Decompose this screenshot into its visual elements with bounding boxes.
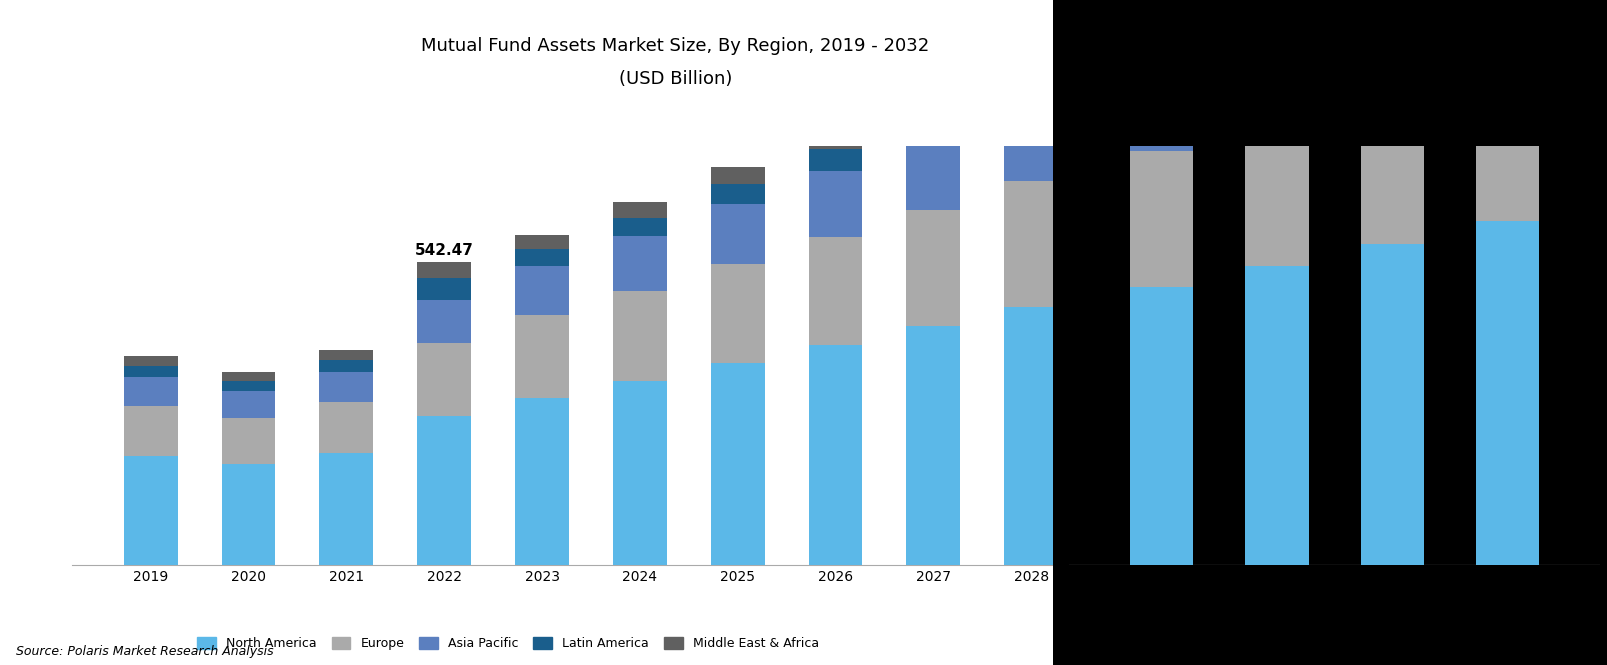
Bar bbox=[416, 262, 471, 279]
Text: Source: Polaris Market Research Analysis: Source: Polaris Market Research Analysis bbox=[16, 645, 273, 658]
Bar bbox=[612, 236, 667, 291]
Bar bbox=[416, 416, 471, 565]
Bar bbox=[1130, 38, 1192, 66]
Bar bbox=[906, 209, 959, 327]
Bar bbox=[906, 327, 959, 565]
Bar bbox=[808, 345, 861, 565]
Bar bbox=[124, 356, 177, 366]
Bar bbox=[320, 360, 373, 372]
Bar bbox=[1004, 77, 1057, 103]
Bar bbox=[1360, 0, 1424, 86]
Bar bbox=[710, 265, 765, 363]
Bar bbox=[222, 380, 275, 390]
Bar bbox=[1004, 103, 1057, 182]
Bar bbox=[514, 398, 569, 565]
Bar bbox=[612, 381, 667, 565]
Bar bbox=[514, 266, 569, 315]
Bar bbox=[612, 291, 667, 381]
Bar bbox=[416, 300, 471, 343]
Bar bbox=[710, 363, 765, 565]
Bar bbox=[808, 130, 861, 150]
Bar bbox=[1244, 0, 1308, 28]
Bar bbox=[416, 279, 471, 300]
Bar bbox=[320, 350, 373, 360]
Bar bbox=[1130, 66, 1192, 151]
Bar bbox=[124, 377, 177, 406]
Bar bbox=[906, 93, 959, 114]
Bar bbox=[612, 202, 667, 217]
Bar bbox=[514, 249, 569, 266]
Bar bbox=[1004, 55, 1057, 77]
Bar bbox=[320, 452, 373, 565]
Bar bbox=[514, 315, 569, 398]
Bar bbox=[1130, 151, 1192, 287]
Bar bbox=[222, 418, 275, 464]
Bar bbox=[124, 456, 177, 565]
Bar bbox=[1475, 0, 1538, 52]
Bar bbox=[1475, 52, 1538, 221]
Bar bbox=[514, 235, 569, 249]
Bar bbox=[1244, 266, 1308, 565]
Bar bbox=[416, 343, 471, 416]
Bar bbox=[710, 167, 765, 184]
Legend: North America, Europe, Asia Pacific, Latin America, Middle East & Africa: North America, Europe, Asia Pacific, Lat… bbox=[191, 632, 823, 656]
Bar bbox=[1004, 182, 1057, 307]
Bar bbox=[808, 237, 861, 345]
Bar bbox=[808, 150, 861, 172]
Bar bbox=[1004, 307, 1057, 565]
Bar bbox=[906, 114, 959, 138]
Bar bbox=[1130, 287, 1192, 565]
Bar bbox=[124, 406, 177, 456]
Bar bbox=[906, 138, 959, 209]
Bar bbox=[222, 372, 275, 380]
Bar bbox=[222, 390, 275, 418]
Bar bbox=[808, 172, 861, 237]
Bar bbox=[710, 184, 765, 204]
Text: Mutual Fund Assets Market Size, By Region, 2019 - 2032: Mutual Fund Assets Market Size, By Regio… bbox=[421, 37, 929, 55]
Text: (USD Billion): (USD Billion) bbox=[619, 70, 731, 88]
Bar bbox=[222, 464, 275, 565]
Bar bbox=[320, 372, 373, 402]
Bar bbox=[1130, 14, 1192, 38]
Bar bbox=[1244, 28, 1308, 119]
Bar bbox=[1475, 221, 1538, 565]
Bar bbox=[710, 204, 765, 265]
Text: 542.47: 542.47 bbox=[415, 243, 474, 258]
Bar bbox=[1360, 86, 1424, 244]
Bar bbox=[1360, 244, 1424, 565]
Bar bbox=[320, 402, 373, 452]
Bar bbox=[612, 217, 667, 236]
Bar bbox=[1244, 119, 1308, 266]
Bar bbox=[124, 366, 177, 377]
